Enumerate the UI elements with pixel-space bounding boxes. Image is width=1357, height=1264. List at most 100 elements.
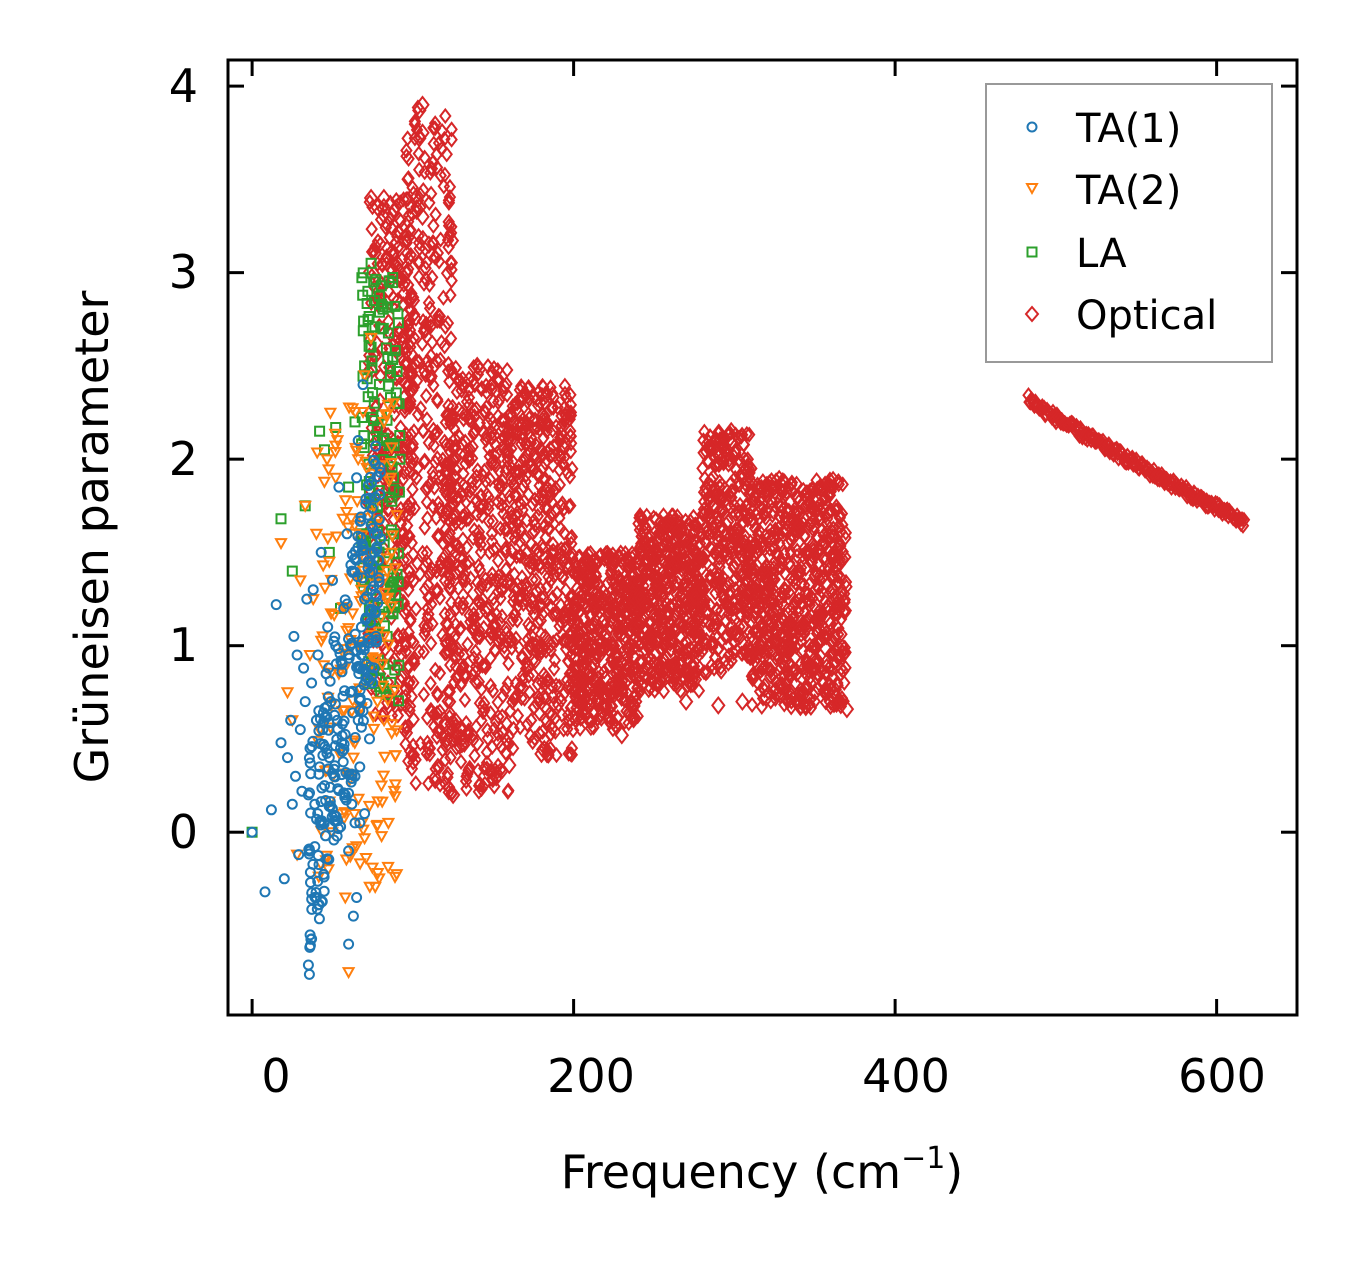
optical-point <box>553 461 566 478</box>
optical-point <box>746 667 759 684</box>
optical-point <box>416 422 430 439</box>
optical-point <box>648 621 662 638</box>
plot-frame <box>226 58 1299 1017</box>
optical-point <box>418 319 433 339</box>
optical-point <box>484 411 498 428</box>
ta2-point <box>353 858 367 871</box>
optical-point <box>428 115 442 132</box>
ta2-point <box>298 500 312 513</box>
ta1-point <box>329 771 341 783</box>
optical-point <box>635 542 648 559</box>
optical-point <box>839 699 855 719</box>
optical-point <box>442 540 455 557</box>
la-point <box>365 257 377 269</box>
optical-point <box>401 660 415 677</box>
optical-point <box>547 660 561 677</box>
optical-point <box>807 518 821 535</box>
optical-point <box>572 604 585 621</box>
optical-point <box>774 643 788 661</box>
optical-point <box>541 520 555 537</box>
optical-point <box>522 486 535 503</box>
optical-point <box>630 687 643 704</box>
optical-point <box>836 476 849 493</box>
optical-point <box>745 550 758 567</box>
optical-point <box>697 612 710 629</box>
optical-point <box>760 646 773 664</box>
optical-point <box>543 705 556 722</box>
optical-point <box>374 211 388 228</box>
optical-point <box>708 483 721 500</box>
ta1-point <box>301 593 313 605</box>
optical-point <box>794 575 808 593</box>
optical-point <box>531 397 545 414</box>
optical-point <box>712 425 725 442</box>
optical-point <box>750 600 764 617</box>
optical-point <box>438 166 452 183</box>
ta2-point <box>382 475 396 488</box>
optical-point <box>1237 511 1251 528</box>
ta1-point <box>354 817 366 829</box>
optical-point <box>646 645 662 665</box>
optical-point <box>452 646 466 663</box>
ta2-point <box>384 442 399 455</box>
optical-point <box>466 666 480 683</box>
ta2-point <box>385 719 399 732</box>
optical-point <box>424 701 438 719</box>
ta2-point <box>324 608 338 621</box>
optical-point <box>387 637 400 654</box>
optical-point <box>468 747 481 764</box>
ta2-point <box>377 715 391 728</box>
optical-point <box>442 355 455 373</box>
optical-point <box>548 709 562 727</box>
optical-point <box>633 585 647 603</box>
optical-point <box>724 582 737 600</box>
ta1-point <box>335 821 347 833</box>
optical-point <box>799 664 814 684</box>
optical-point <box>719 449 732 466</box>
optical-point <box>406 179 419 196</box>
ta1-point <box>349 732 361 743</box>
optical-point <box>455 435 469 452</box>
optical-point <box>409 600 423 618</box>
ta2-point <box>314 635 328 648</box>
optical-point <box>575 704 589 721</box>
optical-point <box>371 255 384 272</box>
optical-point <box>431 526 445 544</box>
optical-point <box>613 573 626 590</box>
ta1-point <box>343 845 355 857</box>
ta1-point <box>339 685 351 697</box>
optical-point <box>438 338 451 355</box>
optical-point <box>426 615 439 632</box>
ta1-point <box>359 593 371 605</box>
ta1-point <box>351 892 363 903</box>
optical-point <box>434 231 447 248</box>
optical-point <box>473 628 487 646</box>
optical-point <box>770 626 783 643</box>
ta1-point <box>357 379 369 391</box>
optical-point <box>504 426 518 443</box>
optical-point <box>823 471 837 488</box>
la-point <box>374 306 385 318</box>
optical-point <box>420 544 434 561</box>
optical-point <box>505 631 519 649</box>
optical-point <box>590 693 603 710</box>
optical-point <box>561 720 574 738</box>
optical-point <box>797 614 810 631</box>
optical-point <box>476 704 490 721</box>
optical-point <box>478 760 491 777</box>
ta2-point <box>381 861 395 874</box>
optical-point <box>536 406 549 424</box>
optical-point <box>804 587 818 605</box>
optical-point <box>578 701 592 719</box>
ta2-point <box>379 593 393 606</box>
optical-point <box>482 512 495 530</box>
ta1-point <box>288 630 300 642</box>
optical-point <box>405 285 418 302</box>
optical-point <box>728 469 742 487</box>
optical-point <box>534 744 549 764</box>
ta1-point <box>333 481 345 493</box>
ta1-point <box>356 545 368 556</box>
optical-point <box>839 524 853 541</box>
ta2-point <box>368 881 382 894</box>
optical-point <box>519 473 532 490</box>
